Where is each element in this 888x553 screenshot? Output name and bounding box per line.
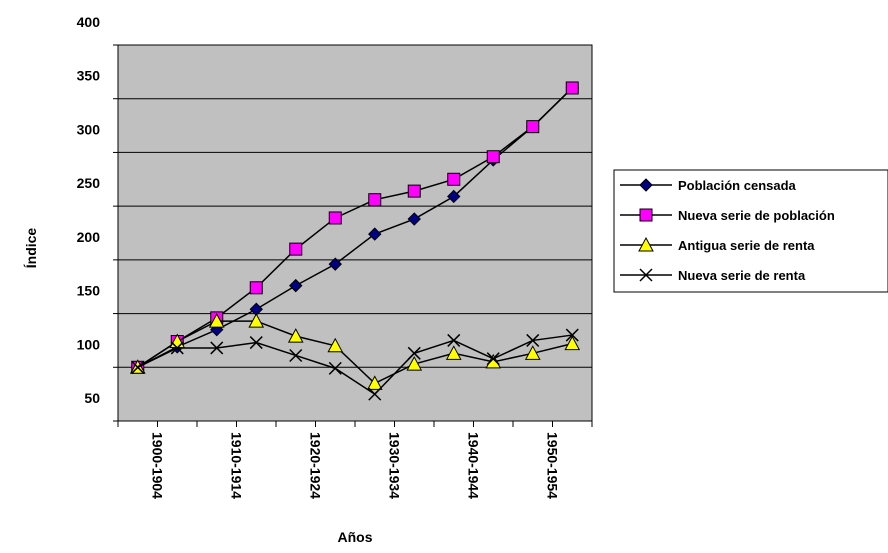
y-tick-label: 50 <box>84 390 100 406</box>
marker <box>639 208 653 222</box>
series-line <box>137 87 573 368</box>
series-line <box>137 334 573 396</box>
legend-label: Nueva serie de población <box>678 208 835 223</box>
marker <box>210 341 224 355</box>
marker <box>406 356 423 371</box>
y-tick-label: 100 <box>77 336 101 352</box>
marker <box>289 278 303 293</box>
y-tick-label: 350 <box>77 68 101 84</box>
x-tick-label: 1950-1954 <box>545 432 561 499</box>
marker <box>249 281 263 295</box>
x-tick-label: 1910-1914 <box>229 432 245 499</box>
x-axis-title: Años <box>338 529 373 545</box>
series-line <box>137 320 573 385</box>
marker <box>639 268 653 282</box>
marker <box>526 120 540 134</box>
marker <box>368 227 382 241</box>
marker <box>486 352 500 366</box>
y-tick-label: 200 <box>77 229 101 245</box>
marker <box>366 375 383 390</box>
y-tick-label: 150 <box>77 283 101 299</box>
marker <box>524 345 541 360</box>
legend <box>613 169 888 293</box>
marker <box>368 387 382 401</box>
marker <box>447 333 461 347</box>
marker <box>447 172 461 186</box>
marker <box>327 337 344 353</box>
marker <box>565 81 579 95</box>
marker <box>639 178 653 192</box>
marker <box>407 212 421 226</box>
legend-label: Antigua serie de renta <box>678 238 815 253</box>
marker <box>407 346 421 360</box>
marker <box>328 257 342 271</box>
series-line <box>137 87 573 368</box>
marker <box>407 184 421 198</box>
x-tick-label: 1930-1934 <box>387 432 403 499</box>
marker <box>564 335 581 351</box>
marker <box>131 360 145 374</box>
marker <box>248 313 265 328</box>
y-axis-title: Índice <box>23 228 39 269</box>
x-tick-label: 1900-1904 <box>150 432 166 499</box>
marker <box>328 361 342 375</box>
y-tick-label: 300 <box>77 121 101 137</box>
marker <box>526 333 540 347</box>
legend-label: Población censada <box>678 178 797 193</box>
y-tick-label: 250 <box>77 175 101 191</box>
marker <box>208 313 225 328</box>
marker <box>249 336 263 350</box>
marker <box>565 328 579 342</box>
y-tick-label: 400 <box>77 14 101 30</box>
marker <box>368 193 382 207</box>
marker <box>445 345 462 360</box>
x-tick-label: 1940-1944 <box>466 432 482 499</box>
marker <box>170 341 184 355</box>
x-tick-label: 1920-1924 <box>308 432 324 499</box>
marker <box>287 328 304 343</box>
marker <box>328 211 342 225</box>
marker <box>289 348 303 362</box>
marker <box>447 189 461 204</box>
marker <box>289 242 303 256</box>
marker <box>638 236 654 252</box>
marker <box>486 150 500 164</box>
legend-label: Nueva serie de renta <box>678 268 806 283</box>
